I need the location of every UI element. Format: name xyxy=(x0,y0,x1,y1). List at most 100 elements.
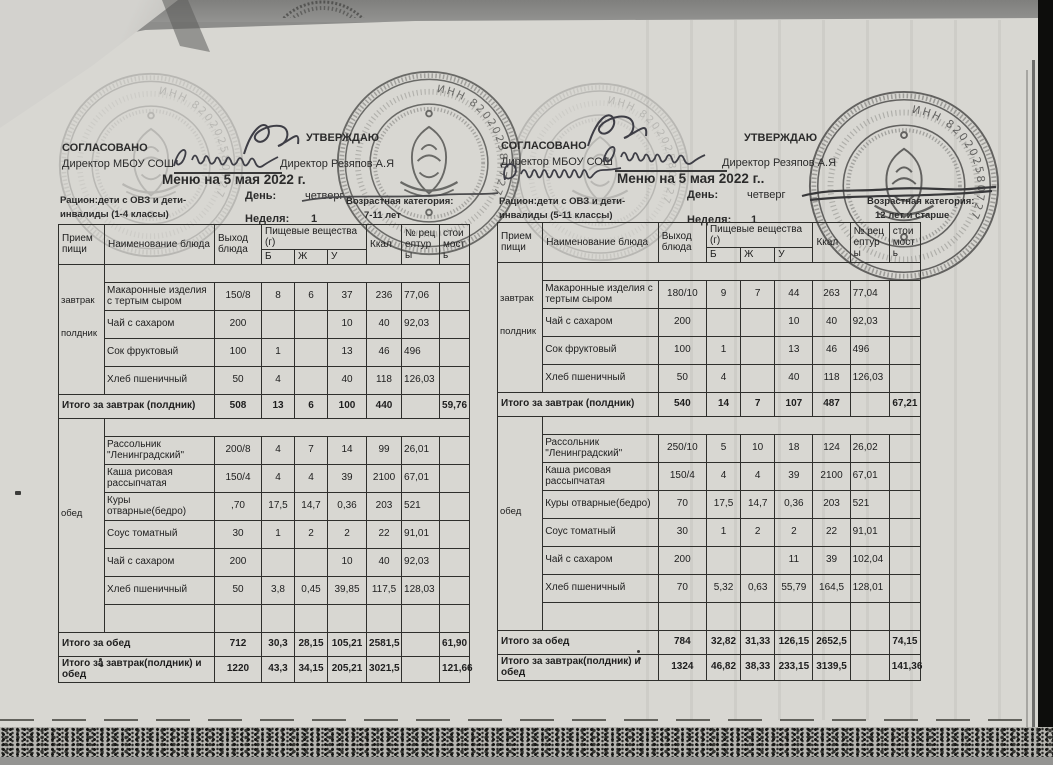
dish-u: 2 xyxy=(774,517,814,547)
total-label: Итого за завтрак (полдник) xyxy=(497,391,659,417)
dish-kcal: 39 xyxy=(812,545,851,575)
empty-cell xyxy=(705,601,742,631)
section-total-row: Итого за завтрак (полдник) 508 13 6 100 440 59… xyxy=(58,393,471,419)
empty-cell xyxy=(812,601,851,631)
dish-recipe: 77,04 xyxy=(849,279,890,309)
section-total-row: Итого за обед 712 30,3 28,15 105,21 2581,5 61,… xyxy=(58,631,471,657)
header-row-2: Б Ж У xyxy=(498,247,921,263)
total-output: 1324 xyxy=(657,653,707,681)
dish-kcal: 22 xyxy=(366,519,403,549)
week-value: 1 xyxy=(311,213,318,225)
total-cost: 121,66 xyxy=(439,655,473,683)
scan-artifact-line xyxy=(0,719,1038,721)
dish-kcal: 164,5 xyxy=(812,573,851,603)
dish-recipe: 67,01 xyxy=(401,463,441,493)
col-header-meal: Прием пищи xyxy=(58,224,105,265)
dish-output: 100 xyxy=(657,335,707,365)
dish-output: 30 xyxy=(214,519,262,549)
dish-recipe: 128,03 xyxy=(401,575,441,605)
dish-row: Чай с сахаром 200 10 40 92,03 xyxy=(498,307,922,337)
dish-kcal: 124 xyxy=(812,433,851,463)
ration-label: Рацион:дети с ОВЗ и дети-инвалиды (1-4 к… xyxy=(60,195,187,221)
ink-speck xyxy=(15,491,21,495)
empty-row xyxy=(59,603,471,633)
dish-row: Рассольник "Ленинградский" 250/10 5 10 18 124… xyxy=(498,433,922,463)
total-recipe xyxy=(401,655,441,683)
dish-cost xyxy=(888,573,922,603)
total-kcal: 2652,5 xyxy=(812,629,851,655)
dish-cost xyxy=(888,461,922,491)
total-recipe xyxy=(849,653,890,681)
band-cell xyxy=(542,261,921,281)
dish-zh: 4 xyxy=(294,463,328,493)
dish-output: 50 xyxy=(214,365,262,395)
scanner-top-band xyxy=(0,0,1053,22)
dish-kcal: 118 xyxy=(812,363,851,393)
menu-title: Меню на 5 мая 2022 г. xyxy=(162,172,306,187)
col-header-output: Выход блюда xyxy=(657,222,707,263)
total-cost: 61,90 xyxy=(439,631,471,657)
dish-recipe: 496 xyxy=(849,335,890,365)
dish-recipe: 102,04 xyxy=(849,545,890,575)
dish-name: Хлеб пшеничный xyxy=(542,573,659,603)
dish-recipe: 91,01 xyxy=(849,517,890,547)
total-zh: 6 xyxy=(294,393,328,419)
dish-row: Соус томатный 30 1 2 2 22 91,01 xyxy=(59,519,471,549)
agreed-label: СОГЛАСОВАНО xyxy=(62,142,148,154)
dish-b: 4 xyxy=(705,363,742,393)
col-header-nutrients: Пищевые вещества (г) xyxy=(260,223,368,251)
menu-table-grades-5-11: Прием пищи Наименование блюда Выход блюд… xyxy=(496,221,922,681)
col-header-kcal: Ккал xyxy=(366,224,403,265)
dish-recipe: 521 xyxy=(401,491,441,521)
approved-director-label: Директор Резяпов А.Я xyxy=(280,158,395,170)
week-label: Неделя: xyxy=(245,213,290,225)
meal-label: полдник xyxy=(61,328,98,340)
dish-recipe: 496 xyxy=(401,337,441,367)
dish-output: 100 xyxy=(214,337,262,367)
dish-u: 11 xyxy=(774,545,814,575)
scanner-bottom-band xyxy=(0,757,1053,765)
dish-zh: 10 xyxy=(740,433,776,463)
dish-kcal: 46 xyxy=(812,335,851,365)
dish-output: 150/4 xyxy=(657,461,707,491)
dish-cost xyxy=(888,307,922,337)
total-zh: 28,15 xyxy=(294,631,328,657)
col-header-output: Выход блюда xyxy=(214,224,262,265)
dish-kcal: 40 xyxy=(366,309,403,339)
total-recipe xyxy=(849,391,890,417)
dish-kcal: 118 xyxy=(366,365,403,395)
empty-cell xyxy=(104,603,215,633)
total-kcal: 3139,5 xyxy=(812,653,851,681)
total-kcal: 487 xyxy=(812,391,851,417)
total-b: 30,3 xyxy=(261,631,295,657)
dish-zh xyxy=(740,545,776,575)
dish-zh: 0,63 xyxy=(740,573,776,603)
total-u: 205,21 xyxy=(326,655,368,683)
empty-cell xyxy=(774,601,814,631)
dish-row: Хлеб пшеничный 70 5,32 0,63 55,79 164,5 128,01 xyxy=(498,573,922,603)
total-label: Итого за завтрак (полдник) xyxy=(58,393,215,419)
dish-output: 200 xyxy=(214,309,262,339)
age-category-value: 12 лет и старше xyxy=(875,210,950,221)
total-output: 508 xyxy=(214,393,262,419)
meal-cell: обед xyxy=(496,415,544,631)
meal-label: обед xyxy=(61,507,83,519)
approved-label: УТВЕРЖДАЮ xyxy=(744,132,818,144)
dish-b: 4 xyxy=(705,461,742,491)
dish-recipe: 521 xyxy=(849,489,890,519)
dish-b: 1 xyxy=(705,517,742,547)
col-header-fat: Ж xyxy=(740,247,776,263)
dish-kcal: 236 xyxy=(366,281,403,311)
total-b: 14 xyxy=(705,391,742,417)
meal-cell: завтрак полдник xyxy=(58,263,105,395)
dish-b xyxy=(261,547,295,577)
dish-u: 18 xyxy=(774,433,814,463)
empty-cell xyxy=(740,601,776,631)
dish-row: Куры отварные(бедро) 70 17,5 14,7 0,36 203 521 xyxy=(498,489,922,519)
total-zh: 38,33 xyxy=(740,653,776,681)
dish-u: 0,36 xyxy=(774,489,814,519)
col-header-meal: Прием пищи xyxy=(496,222,544,263)
dish-output: 70 xyxy=(657,489,707,519)
dish-u: 44 xyxy=(774,279,814,309)
total-cost: 141,36 xyxy=(888,653,922,681)
